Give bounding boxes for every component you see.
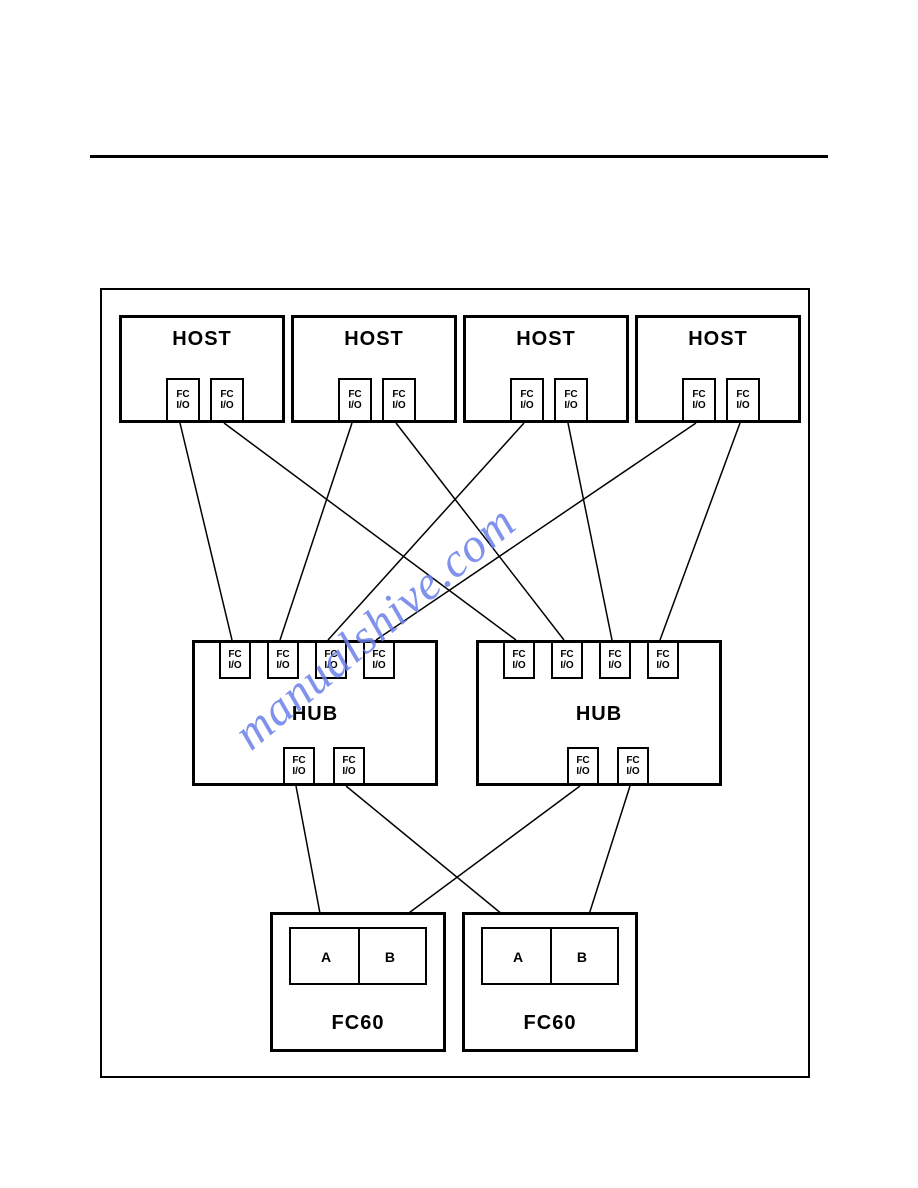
port-label-l2: I/O (220, 400, 233, 411)
port-label-l2: I/O (560, 660, 573, 671)
host-title: HOST (466, 328, 626, 351)
port-label-l1: FC (564, 389, 577, 400)
hub-title: HUB (479, 703, 719, 726)
hub-0: FCI/O FCI/O FCI/O FCI/O HUB FCI/O FCI/O (192, 640, 438, 786)
port-label-l1: FC (692, 389, 705, 400)
port-label-l2: I/O (626, 766, 639, 777)
port-label-l1: FC (608, 649, 621, 660)
hub-1-top-port-2: FCI/O (599, 641, 631, 679)
port-label-l2: I/O (576, 766, 589, 777)
port-label-l2: I/O (276, 660, 289, 671)
port-label-l2: I/O (736, 400, 749, 411)
fc60-slot-a: A (513, 949, 523, 965)
port-label-l1: FC (348, 389, 361, 400)
fc60-title: FC60 (465, 1012, 635, 1035)
hub-1-top-port-0: FCI/O (503, 641, 535, 679)
hub-title: HUB (195, 703, 435, 726)
host-3: HOST FCI/O FCI/O (635, 315, 801, 423)
fc60-0: A B FC60 (270, 912, 446, 1052)
port-label-l2: I/O (520, 400, 533, 411)
port-label-l2: I/O (176, 400, 189, 411)
port-label-l1: FC (228, 649, 241, 660)
diagram-frame: HOST FCI/O FCI/O HOST FCI/O FCI/O HOST F… (100, 288, 810, 1078)
port-label-l2: I/O (608, 660, 621, 671)
port-label-l2: I/O (512, 660, 525, 671)
port-label-l1: FC (176, 389, 189, 400)
port-label-l1: FC (512, 649, 525, 660)
port-label-l2: I/O (348, 400, 361, 411)
hub-0-top-port-2: FCI/O (315, 641, 347, 679)
port-label-l1: FC (392, 389, 405, 400)
hub-1: FCI/O FCI/O FCI/O FCI/O HUB FCI/O FCI/O (476, 640, 722, 786)
host-title: HOST (122, 328, 282, 351)
port-label-l1: FC (292, 755, 305, 766)
host-1-port-1: FCI/O (382, 378, 416, 422)
host-0-port-0: FCI/O (166, 378, 200, 422)
port-label-l1: FC (276, 649, 289, 660)
port-label-l1: FC (220, 389, 233, 400)
host-2: HOST FCI/O FCI/O (463, 315, 629, 423)
port-label-l1: FC (520, 389, 533, 400)
hub-1-bottom-port-0: FCI/O (567, 747, 599, 785)
hub-0-top-port-1: FCI/O (267, 641, 299, 679)
port-label-l2: I/O (292, 766, 305, 777)
host-title: HOST (638, 328, 798, 351)
fc60-inner: A B (289, 927, 427, 985)
port-label-l2: I/O (692, 400, 705, 411)
fc60-1: A B FC60 (462, 912, 638, 1052)
port-label-l1: FC (324, 649, 337, 660)
host-0: HOST FCI/O FCI/O (119, 315, 285, 423)
fc60-divider (550, 929, 552, 983)
port-label-l2: I/O (324, 660, 337, 671)
hub-0-top-port-0: FCI/O (219, 641, 251, 679)
port-label-l2: I/O (228, 660, 241, 671)
port-label-l2: I/O (372, 660, 385, 671)
port-label-l1: FC (626, 755, 639, 766)
host-2-port-1: FCI/O (554, 378, 588, 422)
fc60-divider (358, 929, 360, 983)
port-label-l1: FC (372, 649, 385, 660)
hub-0-top-port-3: FCI/O (363, 641, 395, 679)
fc60-slot-b: B (385, 949, 395, 965)
fc60-inner: A B (481, 927, 619, 985)
port-label-l2: I/O (342, 766, 355, 777)
hub-0-bottom-port-1: FCI/O (333, 747, 365, 785)
port-label-l1: FC (736, 389, 749, 400)
host-1: HOST FCI/O FCI/O (291, 315, 457, 423)
port-label-l2: I/O (392, 400, 405, 411)
hub-1-top-port-1: FCI/O (551, 641, 583, 679)
port-label-l1: FC (576, 755, 589, 766)
host-2-port-0: FCI/O (510, 378, 544, 422)
host-title: HOST (294, 328, 454, 351)
hub-0-bottom-port-0: FCI/O (283, 747, 315, 785)
hub-1-bottom-port-1: FCI/O (617, 747, 649, 785)
host-3-port-1: FCI/O (726, 378, 760, 422)
divider-line (90, 155, 828, 158)
fc60-slot-a: A (321, 949, 331, 965)
port-label-l2: I/O (656, 660, 669, 671)
host-0-port-1: FCI/O (210, 378, 244, 422)
host-1-port-0: FCI/O (338, 378, 372, 422)
fc60-title: FC60 (273, 1012, 443, 1035)
port-label-l1: FC (342, 755, 355, 766)
hub-1-top-port-3: FCI/O (647, 641, 679, 679)
port-label-l1: FC (656, 649, 669, 660)
fc60-slot-b: B (577, 949, 587, 965)
port-label-l1: FC (560, 649, 573, 660)
port-label-l2: I/O (564, 400, 577, 411)
host-3-port-0: FCI/O (682, 378, 716, 422)
